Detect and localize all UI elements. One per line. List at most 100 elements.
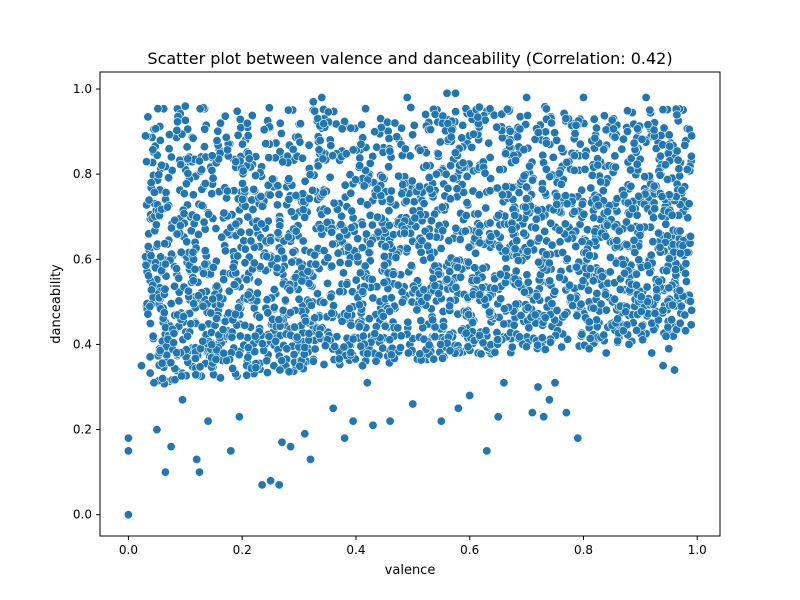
scatter-point xyxy=(277,356,287,366)
scatter-point xyxy=(585,250,595,260)
scatter-point xyxy=(137,361,147,371)
scatter-point xyxy=(269,302,279,312)
scatter-point xyxy=(577,329,587,339)
scatter-point xyxy=(123,446,133,456)
scatter-point xyxy=(613,314,623,324)
scatter-point xyxy=(436,244,446,254)
scatter-point xyxy=(598,186,608,196)
scatter-point xyxy=(335,257,345,267)
scatter-point xyxy=(348,334,358,344)
scatter-point xyxy=(472,275,482,285)
scatter-point xyxy=(393,280,403,290)
scatter-point xyxy=(157,266,167,276)
scatter-point xyxy=(586,183,596,193)
scatter-point xyxy=(680,310,690,320)
scatter-point xyxy=(662,175,672,185)
scatter-point xyxy=(207,340,217,350)
scatter-point xyxy=(355,268,365,278)
scatter-point xyxy=(267,174,277,184)
scatter-point xyxy=(544,258,554,268)
scatter-point xyxy=(561,408,571,418)
scatter-point xyxy=(346,123,356,133)
scatter-point xyxy=(438,226,448,236)
scatter-point xyxy=(443,183,453,193)
scatter-point xyxy=(370,127,380,137)
scatter-point xyxy=(626,153,636,163)
scatter-point xyxy=(183,124,193,134)
scatter-point xyxy=(541,164,551,174)
scatter-point xyxy=(232,106,242,116)
scatter-point xyxy=(521,342,531,352)
scatter-point xyxy=(197,165,207,175)
scatter-point xyxy=(172,125,182,135)
scatter-point xyxy=(163,202,173,212)
scatter-point xyxy=(513,255,523,265)
scatter-point xyxy=(278,157,288,167)
scatter-point xyxy=(392,132,402,142)
scatter-point xyxy=(577,237,587,247)
scatter-point xyxy=(388,269,398,279)
scatter-point xyxy=(183,168,193,178)
scatter-point xyxy=(426,125,436,135)
scatter-point xyxy=(161,188,171,198)
scatter-point xyxy=(183,331,193,341)
scatter-point xyxy=(600,290,610,300)
scatter-point xyxy=(485,104,495,114)
scatter-point xyxy=(490,347,500,357)
scatter-point xyxy=(415,349,425,359)
scatter-point xyxy=(681,259,691,269)
scatter-point xyxy=(556,179,566,189)
scatter-point xyxy=(346,320,356,330)
scatter-point xyxy=(356,341,366,351)
scatter-point xyxy=(613,336,623,346)
scatter-point xyxy=(249,184,259,194)
scatter-point xyxy=(327,308,337,318)
scatter-point xyxy=(301,316,311,326)
scatter-point xyxy=(415,145,425,155)
scatter-point xyxy=(357,120,367,130)
scatter-point xyxy=(618,259,628,269)
scatter-point xyxy=(442,274,452,284)
scatter-point xyxy=(323,253,333,263)
scatter-point xyxy=(265,190,275,200)
scatter-point xyxy=(243,343,253,353)
scatter-point xyxy=(515,124,525,134)
scatter-point xyxy=(269,284,279,294)
scatter-point xyxy=(265,236,275,246)
scatter-point xyxy=(297,153,307,163)
scatter-point xyxy=(179,189,189,199)
scatter-point xyxy=(223,145,233,155)
scatter-point xyxy=(473,209,483,219)
scatter-point xyxy=(545,172,555,182)
scatter-point xyxy=(264,331,274,341)
y-axis-label: danceability xyxy=(49,264,64,344)
scatter-point xyxy=(438,353,448,363)
scatter-point xyxy=(379,277,389,287)
y-axis-ticks: 0.0 0.2 0.4 0.6 0.8 1.0 xyxy=(73,82,100,522)
scatter-point xyxy=(461,328,471,338)
scatter-point xyxy=(159,308,169,318)
scatter-point xyxy=(145,301,155,311)
scatter-point xyxy=(631,269,641,279)
scatter-point xyxy=(238,139,248,149)
scatter-point xyxy=(425,184,435,194)
scatter-point xyxy=(446,132,456,142)
scatter-point xyxy=(355,153,365,163)
scatter-point xyxy=(568,301,578,311)
scatter-point xyxy=(635,223,645,233)
scatter-point xyxy=(659,123,669,133)
scatter-point xyxy=(224,286,234,296)
scatter-point xyxy=(298,236,308,246)
scatter-point xyxy=(186,319,196,329)
scatter-point xyxy=(157,358,167,368)
scatter-point xyxy=(686,320,696,330)
y-tick-label: 0.6 xyxy=(73,252,92,266)
scatter-point xyxy=(626,181,636,191)
scatter-point xyxy=(365,158,375,168)
scatter-point xyxy=(516,310,526,320)
scatter-point xyxy=(450,148,460,158)
scatter-point xyxy=(577,199,587,209)
scatter-point xyxy=(631,280,641,290)
scatter-point xyxy=(465,390,475,400)
